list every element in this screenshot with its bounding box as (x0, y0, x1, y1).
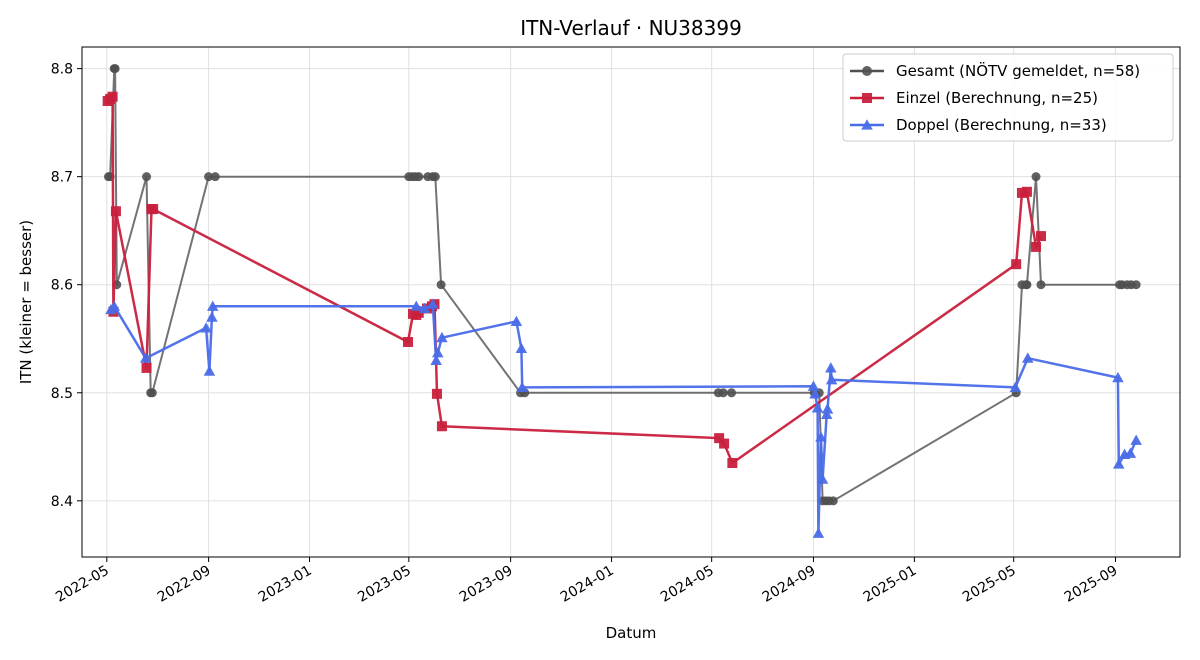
x-axis-title: Datum (606, 624, 657, 642)
data-point (1021, 186, 1032, 197)
data-point (1009, 381, 1022, 392)
data-point (203, 365, 216, 376)
data-point (436, 331, 448, 343)
data-point (147, 388, 157, 398)
data-point (821, 403, 834, 414)
data-point (430, 354, 442, 365)
data-point (515, 342, 528, 354)
data-point (410, 300, 423, 311)
legend-item: Einzel (Berechnung, n=25) (850, 89, 1098, 107)
y-tick-label: 8.7 (51, 170, 73, 186)
data-point (727, 457, 738, 468)
data-point (204, 172, 214, 182)
legend-label: Gesamt (NÖTV gemeldet, n=58) (896, 61, 1140, 80)
data-point (413, 307, 424, 318)
data-point (510, 315, 523, 327)
data-point (206, 311, 218, 322)
legend-marker (862, 66, 872, 76)
data-point (1131, 280, 1141, 290)
data-point (1031, 241, 1042, 252)
data-point (516, 381, 528, 392)
data-point (403, 336, 414, 347)
plot-frame (81, 46, 1181, 558)
data-point (1124, 447, 1137, 458)
legend: Gesamt (NÖTV gemeldet, n=58) Einzel (Bere… (842, 53, 1174, 142)
legend-marker (862, 93, 872, 103)
data-point (1031, 172, 1041, 182)
data-point (418, 302, 431, 314)
data-point (430, 172, 440, 182)
data-point (825, 362, 837, 373)
data-point (1011, 259, 1022, 270)
data-point (718, 388, 728, 398)
data-point (714, 433, 725, 444)
data-point (110, 64, 120, 74)
data-point (110, 206, 121, 217)
data-point (1022, 280, 1032, 290)
chart-title: ITN-Verlauf · NU38399 (520, 16, 742, 40)
data-point (414, 172, 424, 182)
data-point (1035, 231, 1046, 242)
legend-marker (861, 119, 873, 130)
data-point (1113, 458, 1125, 469)
legend-box (842, 53, 1174, 142)
legend-item: Gesamt (NÖTV gemeldet, n=58) (850, 61, 1140, 80)
data-point (148, 204, 159, 215)
data-point (1130, 434, 1142, 445)
data-point (436, 280, 446, 290)
data-point (811, 402, 824, 413)
data-point (200, 322, 212, 333)
data-point (107, 91, 118, 102)
data-point (427, 298, 439, 309)
series-layer (102, 64, 1142, 538)
data-point (141, 362, 152, 373)
data-point (828, 496, 838, 506)
data-point (1022, 352, 1034, 363)
data-point (1112, 371, 1124, 383)
series-1 (103, 64, 1141, 506)
data-point (809, 388, 821, 399)
data-point (820, 408, 833, 419)
legend-item: Doppel (Berechnung, n=33) (850, 116, 1107, 134)
y-tick-label: 8.8 (51, 62, 73, 78)
data-point (431, 388, 442, 399)
y-tick-label: 8.6 (51, 278, 73, 294)
data-point (210, 172, 220, 182)
data-point (807, 380, 820, 391)
y-axis-title: ITN (kleiner = besser) (17, 220, 35, 384)
y-tick-label: 8.4 (51, 494, 73, 510)
data-point (719, 438, 730, 449)
data-point (108, 300, 121, 311)
legend-label: Einzel (Berechnung, n=25) (896, 89, 1098, 107)
data-point (432, 347, 444, 358)
legend-label: Doppel (Berechnung, n=33) (896, 116, 1107, 134)
data-point (816, 473, 829, 484)
data-point (825, 374, 838, 385)
data-point (436, 421, 447, 432)
data-point (815, 431, 827, 442)
data-point (206, 300, 219, 311)
data-point (139, 352, 152, 363)
data-point (727, 388, 737, 398)
data-point (1036, 280, 1046, 290)
series-3 (105, 298, 1142, 538)
data-point (812, 527, 825, 538)
y-tick-label: 8.5 (51, 386, 73, 402)
data-point (142, 172, 152, 182)
